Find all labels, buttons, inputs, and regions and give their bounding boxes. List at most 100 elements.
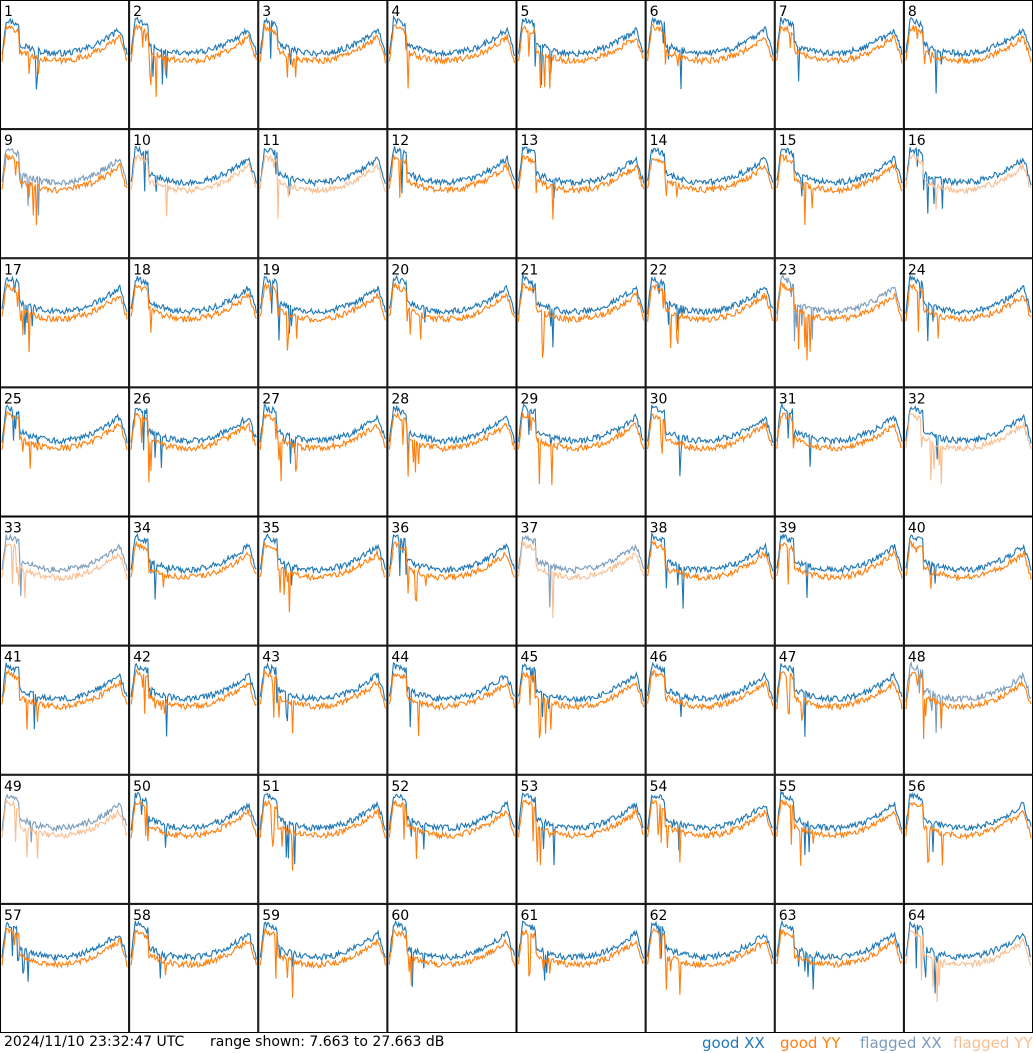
panel-51: 51 (258, 774, 388, 904)
panel-37: 37 (516, 516, 646, 646)
panel-50: 50 (129, 774, 259, 904)
panel-27: 27 (258, 387, 388, 517)
panel-frame (903, 516, 1033, 646)
panel-label: 25 (4, 391, 22, 407)
trace-xx-good (647, 532, 774, 609)
trace-yy-good (905, 671, 1032, 740)
trace-xx-good (905, 791, 1032, 853)
trace-yy-good (130, 412, 257, 483)
trace-xx-good (905, 17, 1032, 94)
panel-frame (129, 645, 259, 775)
trace-xx-good (647, 147, 774, 187)
panel-60: 60 (387, 903, 517, 1033)
panel-28: 28 (387, 387, 517, 517)
panel-label: 27 (262, 391, 280, 407)
trace-xx-good (130, 792, 257, 848)
trace-yy-good (776, 412, 903, 452)
panel-13: 13 (516, 129, 646, 259)
trace-xx-good (388, 274, 516, 323)
trace-yy-good (130, 23, 257, 97)
trace-xx-good (130, 407, 257, 468)
panel-30: 30 (645, 387, 775, 517)
trace-yy-good (259, 281, 386, 351)
panel-frame (258, 774, 388, 904)
panel-label: 50 (133, 779, 151, 795)
trace-xx-good (776, 919, 903, 990)
trace-xx-good (388, 793, 516, 850)
trace-yy-good (1, 153, 128, 226)
trace-xx-good (388, 405, 516, 462)
panel-19: 19 (258, 258, 388, 388)
panel-frame (516, 258, 646, 388)
trace-yy-good (776, 281, 903, 361)
panel-frame (258, 129, 388, 259)
panel-52: 52 (387, 774, 517, 904)
panel-33: 33 (0, 516, 130, 646)
trace-yy-good (517, 671, 645, 739)
panel-frame (129, 516, 259, 646)
panel-15: 15 (774, 129, 904, 259)
trace-yy-good (130, 799, 257, 842)
panel-46: 46 (645, 645, 775, 775)
trace-yy-good (259, 413, 386, 482)
trace-yy-good (647, 23, 774, 67)
trace-yy-good (1, 411, 128, 469)
trace-yy-good (776, 24, 903, 65)
panel-label: 18 (133, 262, 151, 278)
trace-xx-good (905, 146, 1032, 214)
legend-flagged-yy: flagged YY (953, 1034, 1033, 1052)
trace-yy-good (647, 798, 774, 863)
panel-label: 32 (908, 391, 926, 407)
trace-xx-good (517, 920, 645, 981)
trace-yy-good (130, 540, 257, 588)
trace-xx-good (259, 533, 386, 586)
trace-yy-good (388, 928, 516, 986)
trace-yy-flagged (130, 154, 257, 217)
panel-56: 56 (903, 774, 1033, 904)
trace-xx-good (1, 17, 128, 90)
panel-label: 31 (779, 391, 797, 407)
trace-yy-good (776, 928, 903, 969)
panel-label: 56 (908, 779, 926, 795)
panel-58: 58 (129, 903, 259, 1033)
panel-frame (0, 129, 130, 259)
panel-5: 5 (516, 0, 646, 130)
trace-yy-good (1, 24, 128, 75)
trace-xx-good (388, 14, 516, 58)
trace-yy-good (517, 25, 644, 89)
panel-frame (516, 0, 646, 130)
trace-xx-good (388, 919, 516, 987)
trace-xx-good (388, 146, 516, 194)
panel-64: 64 (903, 903, 1033, 1033)
trace-xx-good (259, 16, 386, 65)
panel-frame (387, 774, 517, 904)
trace-yy-good (776, 799, 903, 866)
trace-xx-good (1, 921, 128, 982)
panel-frame (129, 903, 259, 1033)
trace-yy-good (517, 154, 645, 220)
trace-yy-good (517, 929, 645, 977)
panel-label: 30 (650, 391, 668, 407)
legend-good-yy: good YY (780, 1034, 841, 1052)
panel-label: 51 (262, 779, 280, 795)
panel-frame (129, 0, 259, 130)
panel-label: 21 (521, 262, 539, 278)
panel-frame (645, 645, 775, 775)
range-shown: range shown: 7.663 to 27.663 dB (210, 1034, 445, 1050)
trace-xx-good (647, 661, 774, 718)
panel-label: 53 (521, 779, 539, 795)
trace-yy-good (259, 542, 386, 613)
panel-3: 3 (258, 0, 388, 130)
trace-yy-good (647, 669, 774, 712)
panel-22: 22 (645, 258, 775, 388)
trace-yy-good (905, 282, 1032, 339)
panel-25: 25 (0, 387, 130, 517)
panel-frame (129, 774, 259, 904)
panel-label: 23 (779, 262, 797, 278)
panel-11: 11 (258, 129, 388, 259)
panel-label: 14 (650, 133, 668, 149)
panel-29: 29 (516, 387, 646, 517)
trace-xx-good (259, 275, 386, 341)
trace-xx-good (259, 792, 386, 865)
